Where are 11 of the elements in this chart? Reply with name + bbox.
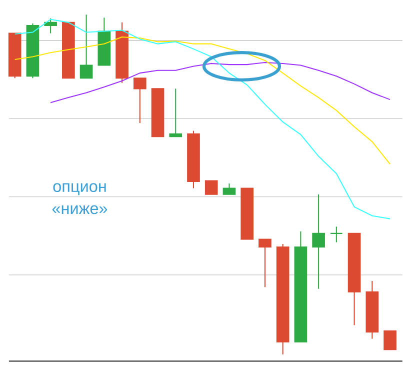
candlestick — [258, 238, 272, 288]
annotation: опцион «ниже» — [52, 183, 108, 214]
candlestick — [384, 330, 396, 350]
candlestick — [133, 78, 146, 124]
candlestick — [80, 14, 93, 79]
candlestick — [330, 226, 343, 243]
candlestick — [312, 194, 325, 290]
candlestick — [204, 180, 218, 195]
candlestick — [222, 182, 236, 195]
candlestick — [169, 88, 182, 138]
candlestick — [44, 18, 57, 34]
